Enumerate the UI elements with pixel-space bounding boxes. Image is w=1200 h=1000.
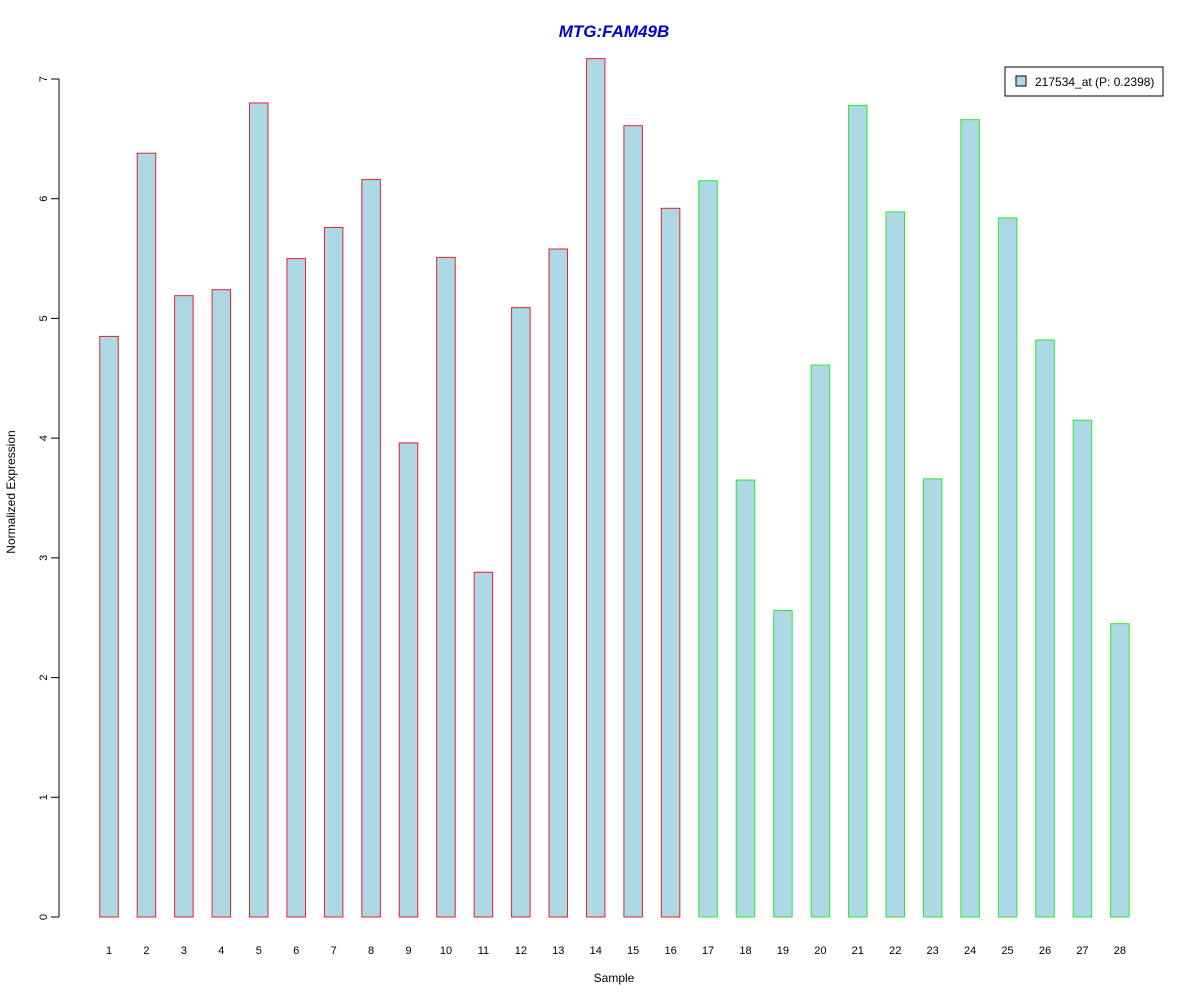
bar-sample-20 — [810, 364, 831, 918]
x-tick-label: 9 — [405, 945, 411, 957]
y-tick-label: 2 — [38, 675, 50, 681]
bar-sample-26 — [1035, 339, 1055, 918]
x-tick-label: 1 — [106, 945, 112, 957]
bar-sample-27 — [1072, 419, 1093, 918]
bar-sample-25 — [997, 217, 1018, 918]
y-tick-label: 7 — [38, 76, 50, 82]
x-tick-label: 23 — [927, 945, 939, 957]
x-tick-label: 22 — [889, 945, 901, 957]
bar-sample-11 — [473, 571, 494, 918]
x-tick-label: 16 — [664, 945, 676, 957]
y-tick-label: 3 — [38, 555, 50, 561]
bar-sample-4 — [211, 289, 232, 918]
bar-sample-7 — [323, 226, 344, 918]
x-tick-label: 24 — [964, 945, 976, 957]
x-tick-label: 19 — [777, 945, 789, 957]
bar-sample-23 — [922, 478, 943, 918]
bar-sample-6 — [286, 258, 306, 918]
x-tick-label: 6 — [293, 945, 299, 957]
bar-sample-13 — [548, 248, 569, 918]
x-tick-label: 28 — [1114, 945, 1126, 957]
x-tick-label: 2 — [143, 945, 149, 957]
bar-sample-1 — [99, 335, 119, 918]
x-tick-labels: 1 2 3 4 5 6 7 8 9 10 11 12 13 14 15 16 17 18 19 20 21 22 23 24 2… — [106, 945, 1126, 957]
bar-sample-5 — [249, 102, 269, 918]
x-tick-label: 5 — [256, 945, 262, 957]
bars — [99, 58, 1130, 918]
bar-sample-14 — [585, 58, 606, 918]
x-tick-label: 8 — [368, 945, 374, 957]
bar-sample-16 — [660, 207, 681, 918]
bar-sample-21 — [848, 104, 868, 918]
legend-entry-label: 217534_at (P: 0.2398) — [1035, 75, 1154, 89]
bar-sample-9 — [398, 442, 419, 918]
x-tick-label: 15 — [627, 945, 639, 957]
x-tick-label: 25 — [1001, 945, 1013, 957]
legend-box — [1004, 66, 1164, 97]
bar-sample-18 — [735, 479, 756, 918]
chart-title: MTG:FAM49B — [559, 22, 670, 41]
y-tick-label: 1 — [38, 794, 50, 800]
y-axis: 0 1 2 3 4 5 6 7 — [38, 76, 60, 920]
y-tick-label: 6 — [38, 196, 50, 202]
bar-sample-3 — [174, 295, 194, 918]
x-tick-label: 12 — [515, 945, 527, 957]
x-tick-label: 18 — [739, 945, 751, 957]
bar-sample-24 — [960, 119, 980, 918]
x-tick-label: 4 — [218, 945, 224, 957]
x-tick-label: 27 — [1076, 945, 1088, 957]
y-tick-label: 5 — [38, 315, 50, 321]
y-tick-label: 0 — [38, 914, 50, 920]
x-tick-label: 14 — [590, 945, 602, 957]
legend: 217534_at (P: 0.2398) — [1004, 66, 1164, 97]
bar-sample-15 — [623, 125, 643, 918]
y-axis-label: Normalized Expression — [4, 430, 18, 553]
bar-sample-8 — [361, 179, 381, 918]
x-tick-label: 26 — [1039, 945, 1051, 957]
x-tick-label: 20 — [814, 945, 826, 957]
y-tick-label: 4 — [38, 435, 50, 441]
bar-sample-12 — [511, 307, 531, 918]
bar-sample-17 — [698, 180, 718, 918]
bar-sample-22 — [885, 211, 905, 918]
x-tick-label: 7 — [331, 945, 337, 957]
legend-swatch — [1015, 75, 1027, 87]
bar-sample-19 — [773, 610, 793, 918]
bar-sample-2 — [136, 152, 157, 918]
x-tick-label: 13 — [552, 945, 564, 957]
x-tick-label: 3 — [181, 945, 187, 957]
x-tick-label: 11 — [478, 945, 489, 957]
bar-sample-10 — [436, 256, 456, 918]
bar-sample-28 — [1110, 623, 1130, 918]
x-tick-label: 21 — [852, 945, 864, 957]
x-tick-label: 17 — [702, 945, 714, 957]
x-tick-label: 10 — [440, 945, 452, 957]
x-axis-label: Sample — [594, 971, 635, 985]
